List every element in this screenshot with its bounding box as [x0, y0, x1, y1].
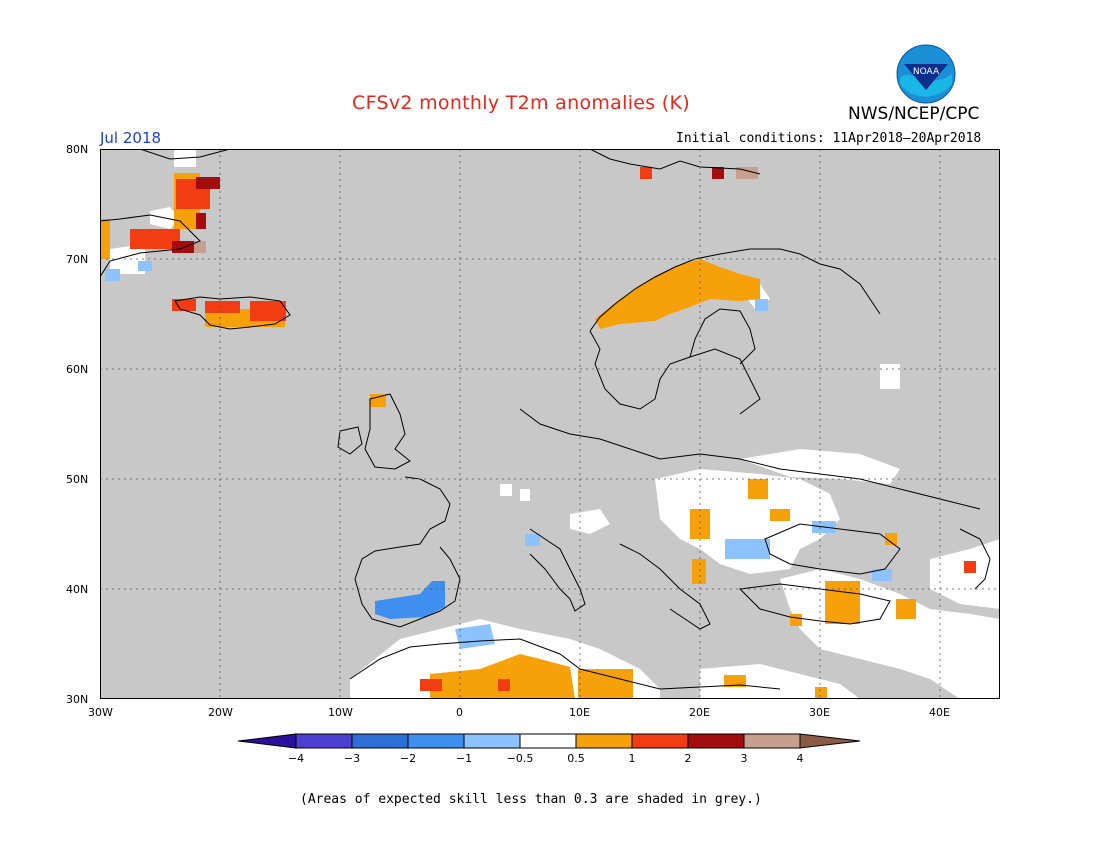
lon-label: 30W — [88, 706, 113, 719]
initial-conditions: Initial conditions: 11Apr2018–20Apr2018 — [676, 131, 982, 146]
lat-label: 80N — [66, 143, 89, 156]
coastlines — [100, 149, 991, 690]
colorbar-segment — [687, 733, 745, 749]
colorbar-segment — [463, 733, 521, 749]
lat-label: 70N — [66, 253, 89, 266]
colorbar-segment — [799, 733, 861, 749]
lon-label: 10E — [569, 706, 590, 719]
colorbar-tick: −0.5 — [506, 752, 534, 765]
lon-label: 10W — [328, 706, 353, 719]
colorbar-segment — [351, 733, 409, 749]
colorbar-tick: −2 — [399, 752, 417, 765]
lon-label: 20W — [208, 706, 233, 719]
colorbar-tick: 0.5 — [567, 752, 585, 765]
colorbar-segment — [295, 733, 353, 749]
lat-label: 30N — [66, 693, 89, 706]
orange-anomaly — [100, 173, 916, 699]
lon-label: 40E — [929, 706, 950, 719]
colorbar-tick: 2 — [684, 752, 692, 765]
light-blue-anomaly — [105, 261, 892, 649]
lon-label: 0 — [456, 706, 463, 719]
lat-label: 40N — [66, 583, 89, 596]
noaa-logo-text: NOAA — [913, 67, 940, 77]
colorbar-tick: −3 — [343, 752, 361, 765]
anomaly-map — [100, 149, 1000, 699]
forecast-month: Jul 2018 — [100, 129, 162, 147]
brown-anomaly — [194, 167, 758, 253]
colorbar-tick: 3 — [740, 752, 748, 765]
lon-label: 30E — [809, 706, 830, 719]
chart-title: CFSv2 monthly T2m anomalies (K) — [352, 92, 690, 114]
org-label: NWS/NCEP/CPC — [848, 104, 980, 124]
noaa-logo: NOAA — [896, 44, 956, 104]
colorbar-tick: −1 — [455, 752, 473, 765]
colorbar-tick: 4 — [796, 752, 804, 765]
lat-label: 60N — [66, 363, 89, 376]
colorbar-segment — [743, 733, 801, 749]
graticule — [100, 149, 1000, 699]
colorbar-tick: −4 — [287, 752, 305, 765]
colorbar-segment — [575, 733, 633, 749]
skill-footnote: (Areas of expected skill less than 0.3 a… — [300, 792, 762, 807]
blue-anomaly — [375, 581, 445, 619]
colorbar-segment — [238, 733, 297, 749]
colorbar-segment — [407, 733, 465, 749]
colorbar — [238, 733, 861, 749]
colorbar-tick: 1 — [628, 752, 636, 765]
colorbar-segment — [519, 733, 577, 749]
lon-label: 20E — [689, 706, 710, 719]
dark-red-anomaly — [172, 167, 724, 253]
colorbar-segment — [631, 733, 689, 749]
lat-label: 50N — [66, 473, 89, 486]
